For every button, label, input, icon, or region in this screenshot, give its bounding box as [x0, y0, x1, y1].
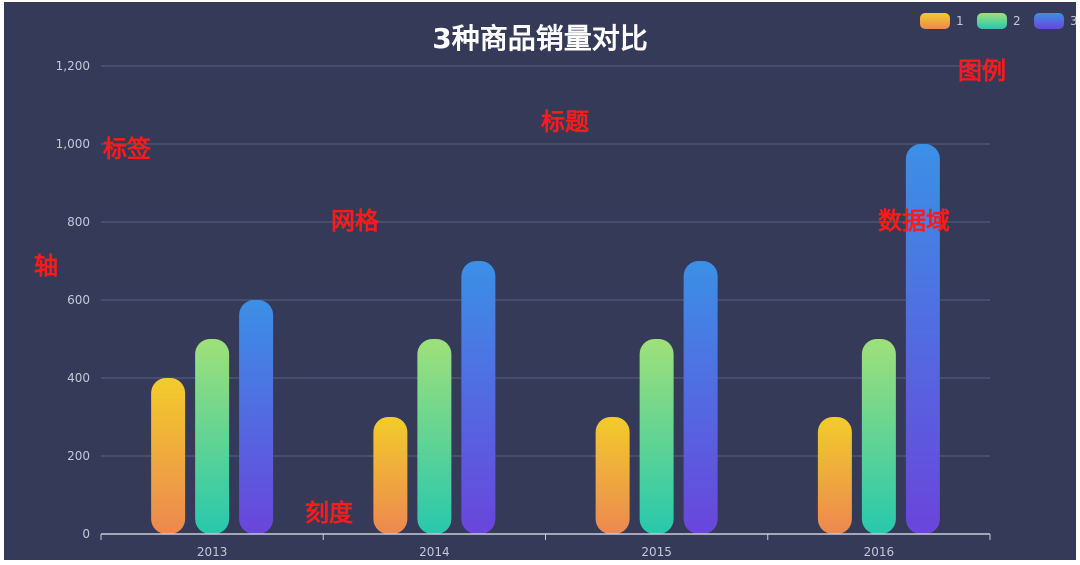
annotation-label: 标签 [103, 135, 152, 163]
legend-swatch [920, 13, 950, 29]
bar-series-2-2014[interactable] [417, 339, 452, 534]
bar-series-3-2016[interactable] [905, 144, 940, 534]
axes: 0 200 400 600 800 1,000 1,200 2013 2014 2015 2016 [56, 59, 991, 559]
bar-series-1-2016[interactable] [817, 417, 852, 534]
legend-label: 2 [1013, 14, 1021, 28]
x-tick-label: 2015 [641, 545, 672, 559]
y-tick-label: 1,200 [56, 59, 90, 73]
chart-panel: 0 200 400 600 800 1,000 1,200 2013 2014 2015 2016 … [4, 2, 1076, 560]
bar-series-3-2015[interactable] [683, 261, 718, 534]
annotation-data-area: 数据域 [878, 207, 950, 235]
bar-series-1-2013[interactable] [151, 378, 186, 534]
bar-series-3-2013[interactable] [239, 300, 274, 534]
x-tick-label: 2013 [197, 545, 228, 559]
annotation-legend: 图例 [958, 57, 1006, 85]
annotation-grid: 网格 [331, 207, 380, 235]
legend-swatch [1034, 13, 1064, 29]
chart-title: 3种商品销量对比 [432, 22, 647, 55]
legend-item-2[interactable]: 2 [977, 13, 1021, 29]
y-tick-label: 800 [67, 215, 90, 229]
legend-label: 1 [956, 14, 964, 28]
legend-swatch [977, 13, 1007, 29]
bar-series-3-2014[interactable] [461, 261, 496, 534]
bar-series-2-2013[interactable] [195, 339, 230, 534]
y-tick-label: 400 [67, 371, 90, 385]
bar-series-2-2016[interactable] [861, 339, 896, 534]
legend[interactable]: 1 2 3 [920, 13, 1076, 29]
legend-item-3[interactable]: 3 [1034, 13, 1076, 29]
x-tick-label: 2014 [419, 545, 450, 559]
annotation-axis: 轴 [34, 252, 58, 280]
bar-series-2-2015[interactable] [639, 339, 674, 534]
bars [151, 144, 940, 534]
annotation-tick: 刻度 [305, 499, 354, 527]
bar-series-1-2014[interactable] [373, 417, 408, 534]
x-tick-label: 2016 [864, 545, 895, 559]
y-tick-label: 200 [67, 449, 90, 463]
y-tick-label: 600 [67, 293, 90, 307]
y-tick-label: 1,000 [56, 137, 90, 151]
legend-item-1[interactable]: 1 [920, 13, 964, 29]
y-tick-label: 0 [82, 527, 90, 541]
annotation-title: 标题 [541, 108, 589, 136]
legend-label: 3 [1070, 14, 1076, 28]
bar-series-1-2015[interactable] [595, 417, 630, 534]
